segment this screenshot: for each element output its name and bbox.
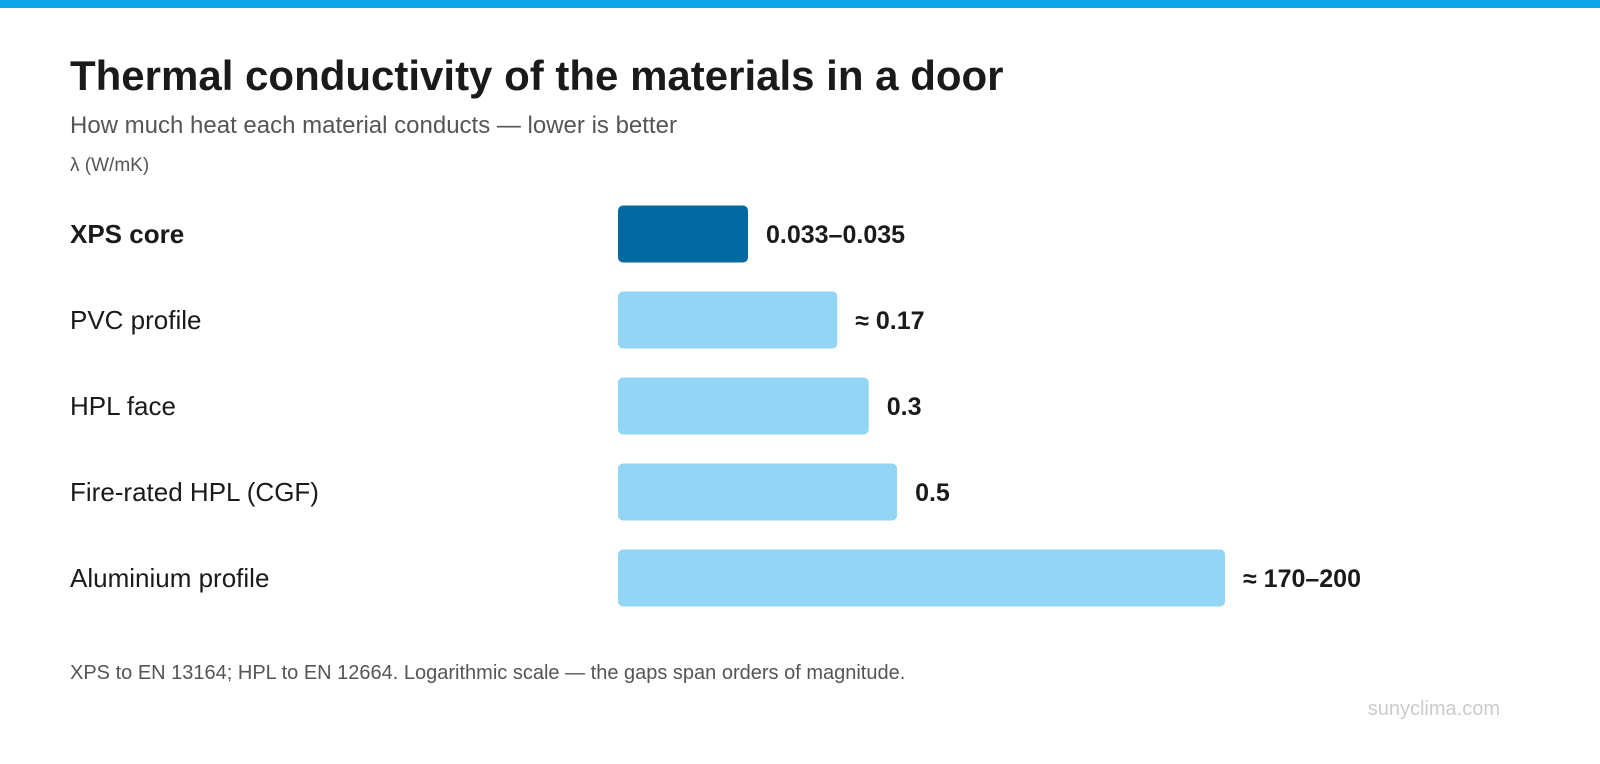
top-accent-bar (0, 0, 1600, 8)
brand-watermark: sunyclima.com (1367, 698, 1500, 720)
value-label: 0.5 (915, 479, 950, 507)
bar-chart: XPS core 0.033–0.035 PVC profile ≈ 0.17 HPL … (70, 205, 1361, 607)
bar (618, 205, 748, 263)
bar (618, 463, 898, 521)
category-label: HPL face (70, 391, 176, 421)
footnote: XPS to EN 13164; HPL to EN 12664. Logari… (70, 662, 906, 684)
chart-title: Thermal conductivity of the materials in… (70, 52, 1004, 99)
value-label: 0.3 (887, 393, 922, 421)
chart-subtitle: How much heat each material conducts — l… (70, 112, 677, 139)
value-label: ≈ 170–200 (1243, 565, 1361, 593)
category-label: XPS core (70, 219, 184, 249)
value-label: 0.033–0.035 (766, 221, 905, 249)
bar (618, 549, 1225, 607)
bar (618, 291, 838, 349)
bar (618, 377, 869, 435)
category-label: Aluminium profile (70, 563, 269, 593)
value-label: ≈ 0.17 (855, 307, 924, 335)
unit-label: λ (W/mK) (70, 155, 150, 176)
category-label: Fire-rated HPL (CGF) (70, 477, 319, 507)
category-label: PVC profile (70, 305, 202, 335)
